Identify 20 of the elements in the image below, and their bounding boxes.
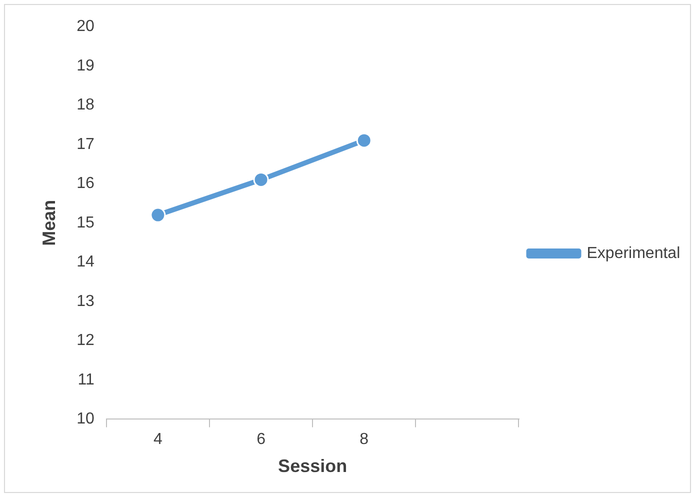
- point: [356, 132, 372, 148]
- y-tick-label: 12: [76, 332, 94, 350]
- x-tick-label: 8: [360, 431, 369, 448]
- legend-label: Experimental: [586, 244, 680, 262]
- y-tick-label: 14: [76, 254, 94, 271]
- y-tick-label: 13: [76, 292, 94, 310]
- y-tick-label: 19: [76, 57, 94, 74]
- y-tick-label: 18: [76, 96, 94, 114]
- point: [253, 172, 269, 188]
- y-tick-label: 20: [76, 18, 94, 36]
- point: [150, 207, 166, 223]
- y-tick-label: 11: [78, 371, 94, 388]
- y-tick-label: 15: [76, 214, 94, 232]
- y-tick-label: 10: [76, 410, 94, 428]
- x-tick-label: 4: [153, 431, 162, 448]
- x-axis-title: Session: [278, 456, 348, 476]
- y-tick-label: 16: [76, 175, 94, 192]
- x-tick-label: 6: [256, 431, 266, 448]
- y-axis-title: Mean: [38, 200, 59, 246]
- y-tick-label: 17: [76, 136, 94, 153]
